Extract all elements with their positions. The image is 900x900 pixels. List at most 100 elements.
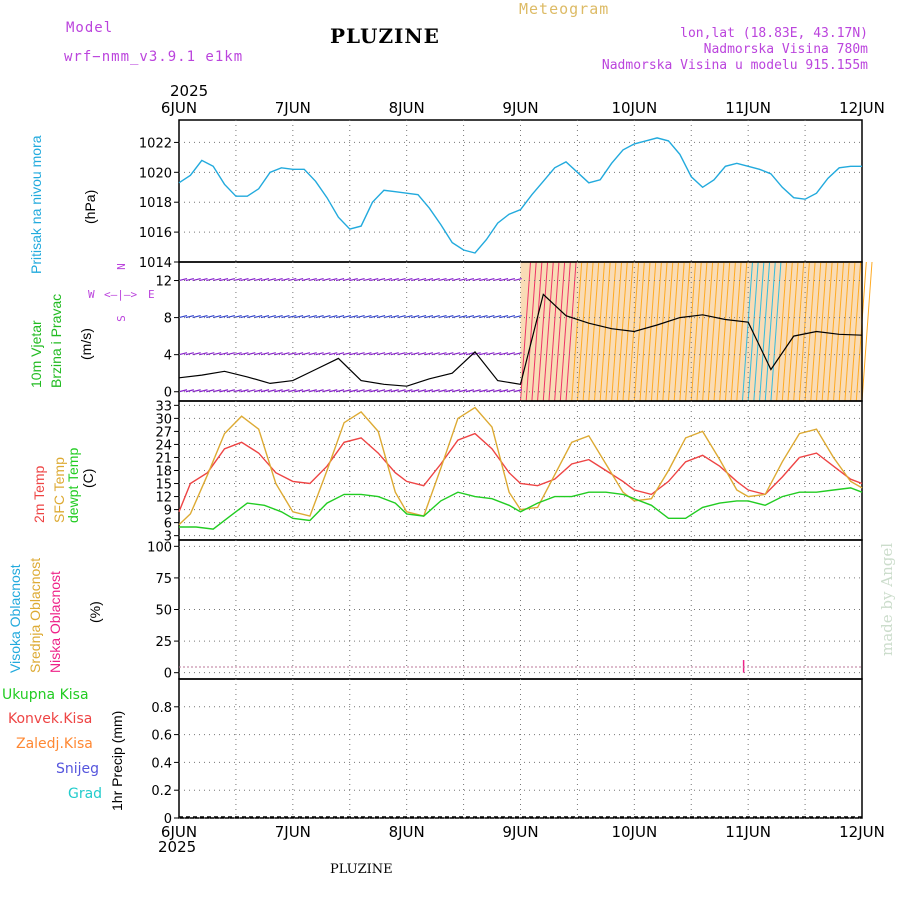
ytick-label-4-0: 0 [164, 812, 172, 827]
wind-barb [650, 261, 662, 402]
ytick-label-1-2: 8 [164, 312, 172, 327]
top-date-tick-5: 11JUN [725, 99, 771, 117]
wind-arrow [294, 389, 304, 393]
wind-arrow [486, 277, 495, 282]
wind-arrow [411, 277, 420, 282]
wind-arrow [199, 352, 208, 356]
wind-arrow [322, 389, 331, 393]
wind-arrow [301, 315, 311, 319]
wind-barb [559, 261, 571, 402]
wind-arrow [356, 277, 365, 282]
ytick-label-1-1: 4 [164, 349, 172, 364]
wind-barb [690, 261, 702, 402]
wind-arrow [424, 315, 434, 319]
wind-arrow [192, 352, 201, 356]
wind-arrow [513, 315, 522, 319]
wind-barb [531, 261, 543, 402]
wind-arrow [274, 315, 283, 319]
top-date-tick-4: 10JUN [611, 99, 657, 117]
wind-arrow [178, 315, 188, 319]
rose-west: W [88, 288, 95, 301]
wind-arrow [281, 389, 290, 393]
wind-arrow [349, 389, 358, 393]
wind-arrow [479, 352, 488, 356]
top-date-tick-6: 12JUN [839, 99, 885, 117]
series-line-0-0 [178, 137, 862, 254]
wind-arrow [513, 389, 522, 393]
precip-legend-hail: Grad [68, 786, 103, 802]
ytick-label-3-3: 75 [155, 572, 172, 587]
wind-arrow [178, 277, 188, 282]
wind-arrow [397, 277, 406, 282]
wind-arrow [411, 315, 420, 319]
wind-arrow [308, 352, 317, 356]
wind-arrow [315, 315, 324, 319]
coords-text: lon,lat (18.83E, 43.17N) [680, 26, 868, 41]
wind-arrow [465, 277, 475, 282]
wind-arrow [281, 277, 290, 282]
wind-arrow [404, 352, 413, 356]
wind-arrow [356, 315, 365, 319]
wind-barb [724, 261, 736, 402]
wind-arrow [506, 277, 515, 282]
ytick-label-0-1: 1016 [139, 226, 172, 241]
wind-arrow [315, 352, 324, 356]
wind-arrow [226, 389, 235, 393]
ytick-label-0-4: 1022 [139, 136, 172, 151]
wind-barb [833, 261, 845, 402]
wind-arrow [431, 389, 440, 393]
series-line-1-0 [178, 293, 863, 387]
wind-arrow [506, 352, 515, 356]
wind-arrow [206, 389, 215, 393]
ytick-label-2-8: 27 [155, 425, 172, 440]
top-year: 2025 [170, 82, 209, 100]
wind-barb [548, 261, 560, 402]
wind-arrow [383, 277, 393, 282]
wind-arrow [424, 277, 434, 282]
wind-arrow [445, 277, 454, 282]
wind-barb [656, 261, 668, 402]
location-info: lon,lat (18.83E, 43.17N) Nadmorska Visin… [602, 26, 868, 74]
model-name: wrf−nmm_v3.9.1 e1km [64, 49, 244, 65]
wind-arrow [452, 315, 461, 319]
wind-arrow [260, 389, 270, 393]
elevation-text: Nadmorska Visina 780m [703, 42, 868, 57]
wind-arrow [226, 277, 235, 282]
ytick-label-2-4: 15 [155, 478, 172, 493]
wind-arrow [178, 389, 188, 393]
series-line-2-2 [179, 487, 863, 530]
bottom-date-tick-6: 12JUN [839, 823, 885, 841]
wind-arrow [247, 277, 256, 282]
wind-arrow [383, 315, 393, 319]
wind-barb [759, 261, 771, 402]
ytick-label-2-10: 33 [155, 399, 172, 414]
wind-arrow [308, 277, 317, 282]
wind-arrow [260, 352, 270, 356]
wind-arrow [185, 389, 194, 393]
ytick-label-3-1: 25 [155, 635, 172, 650]
wind-arrow [404, 389, 413, 393]
wind-barb [525, 261, 537, 402]
precip-legend-total: Ukupna Kisa [2, 687, 89, 703]
wind-barb [821, 261, 833, 402]
wind-barb [554, 261, 566, 402]
wind-barb [804, 261, 816, 402]
wind-arrow [192, 277, 201, 282]
wind-arrow [301, 352, 311, 356]
wind-arrow [376, 352, 386, 356]
wind-arrow [458, 352, 468, 356]
wind-arrow [397, 389, 406, 393]
wind-arrow [206, 315, 215, 319]
wind-arrow [424, 352, 434, 356]
wind-arrow [452, 277, 461, 282]
wind-arrow [349, 352, 358, 356]
wind-arrow [458, 315, 468, 319]
wind-arrow [356, 352, 365, 356]
wind-barb [696, 261, 708, 402]
wind-barb [827, 261, 839, 402]
wind-barb [605, 261, 617, 402]
wind-barb [781, 261, 793, 402]
wind-barb [850, 261, 862, 402]
ytick-label-2-9: 30 [155, 412, 172, 427]
